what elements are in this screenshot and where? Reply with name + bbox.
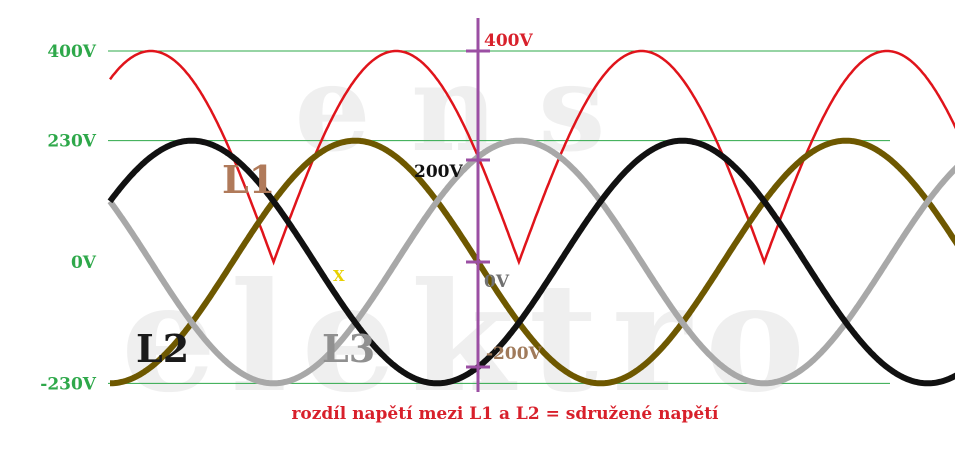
y-axis-labels: 400V 230V 0V -230V: [40, 42, 97, 394]
measurement-cursor: [466, 18, 490, 392]
l3-wave: [107, 137, 955, 387]
cursor-label-200: 200V: [414, 162, 463, 182]
watermark-text-ens: ens: [294, 38, 645, 179]
cursor-label-minus-200: -200V: [486, 344, 543, 364]
l2-label: L2: [136, 326, 189, 371]
y-axis-label: -230V: [40, 374, 97, 394]
y-axis-label: 400V: [47, 42, 96, 62]
crossing-marker: X: [333, 267, 345, 285]
l1-wave: [110, 137, 955, 387]
cursor-label-0: 0V: [484, 272, 510, 292]
l2-wave: [107, 137, 955, 387]
difference-wave: [109, 49, 955, 266]
waveforms: [107, 49, 955, 387]
cursor-label-400: 400V: [484, 31, 533, 51]
l3-label: L3: [322, 326, 375, 371]
y-axis-label: 0V: [71, 253, 97, 273]
caption: rozdíl napětí mezi L1 a L2 = sdružené na…: [291, 404, 719, 424]
l1-label: L1: [222, 157, 275, 202]
y-axis-label: 230V: [47, 132, 96, 152]
